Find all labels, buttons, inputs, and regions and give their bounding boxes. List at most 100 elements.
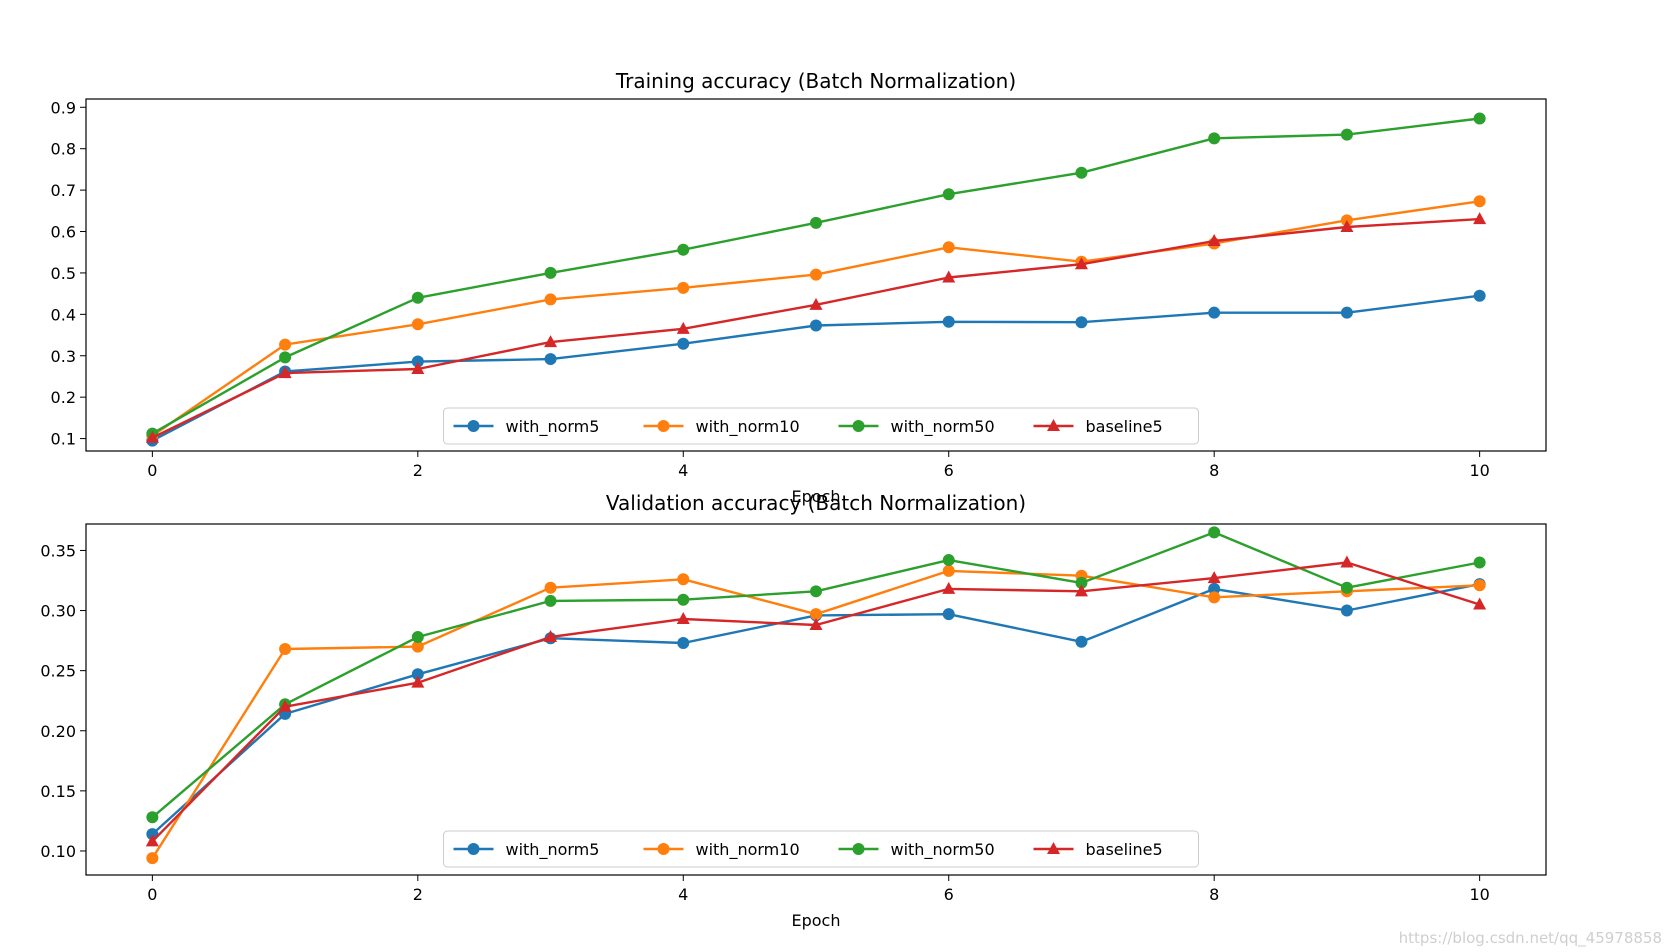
legend: with_norm5 with_norm10 with_norm50 baseline… bbox=[443, 407, 1199, 445]
x-tick-label: 0 bbox=[147, 885, 157, 904]
data-point-marker bbox=[942, 188, 955, 201]
y-tick-label: 0.35 bbox=[40, 541, 76, 560]
x-axis-label: Epoch bbox=[792, 487, 841, 506]
x-tick-label: 8 bbox=[1209, 885, 1219, 904]
legend-entry-with-norm10: with_norm10 bbox=[643, 840, 800, 860]
y-tick-label: 0.2 bbox=[51, 388, 76, 407]
x-axis-label: Epoch bbox=[792, 911, 841, 930]
legend-entry-with-norm50: with_norm50 bbox=[838, 417, 995, 437]
data-point-marker bbox=[1473, 556, 1486, 569]
data-point-marker bbox=[677, 243, 690, 256]
chart-title: Training accuracy (Batch Normalization) bbox=[615, 69, 1016, 93]
legend-marker bbox=[852, 420, 865, 432]
data-point-marker bbox=[942, 608, 955, 621]
x-tick-label: 10 bbox=[1469, 461, 1489, 480]
data-point-marker bbox=[278, 366, 292, 379]
data-point-marker bbox=[1208, 591, 1221, 604]
series-with-norm50 bbox=[146, 526, 1486, 824]
data-point-marker bbox=[544, 594, 557, 607]
x-tick-label: 4 bbox=[678, 885, 688, 904]
data-point-marker bbox=[544, 335, 558, 348]
validation-accuracy-chart: Validation accuracy (Batch Normalization… bbox=[40, 491, 1547, 930]
data-point-marker bbox=[411, 675, 425, 688]
legend-marker bbox=[657, 843, 670, 855]
data-point-marker bbox=[1473, 195, 1486, 208]
y-tick-label: 0.3 bbox=[51, 347, 76, 366]
series-baseline5 bbox=[145, 212, 1487, 443]
data-point-marker bbox=[145, 834, 159, 847]
data-point-marker bbox=[1074, 584, 1088, 597]
data-point-marker bbox=[942, 554, 955, 567]
data-point-marker bbox=[676, 321, 690, 334]
x-tick-label: 10 bbox=[1469, 885, 1489, 904]
data-point-marker bbox=[1207, 571, 1221, 584]
data-point-marker bbox=[279, 338, 292, 351]
y-tick-label: 0.9 bbox=[51, 98, 76, 117]
x-tick-label: 2 bbox=[413, 461, 423, 480]
data-point-marker bbox=[1075, 576, 1088, 589]
legend-box bbox=[443, 830, 1199, 868]
data-point-marker bbox=[1473, 579, 1486, 592]
series-with-norm10 bbox=[146, 564, 1486, 865]
data-point-marker bbox=[544, 353, 557, 366]
data-point-marker bbox=[810, 585, 822, 598]
data-point-marker bbox=[279, 351, 292, 364]
data-point-marker bbox=[411, 668, 424, 681]
legend-label: with_norm5 bbox=[506, 840, 600, 860]
data-point-marker bbox=[677, 573, 690, 586]
data-point-marker bbox=[544, 293, 557, 306]
legend-marker bbox=[657, 420, 670, 432]
data-point-marker bbox=[1075, 166, 1088, 179]
data-point-marker bbox=[1208, 132, 1221, 145]
data-point-marker bbox=[411, 630, 424, 643]
data-point-marker bbox=[809, 297, 823, 310]
data-point-marker bbox=[942, 241, 955, 254]
legend: with_norm5 with_norm10 with_norm50 baseline… bbox=[443, 830, 1199, 868]
x-tick-label: 4 bbox=[678, 461, 688, 480]
data-point-marker bbox=[677, 337, 690, 350]
data-point-marker bbox=[1340, 128, 1353, 141]
data-point-marker bbox=[1340, 604, 1353, 617]
legend-label: with_norm10 bbox=[696, 840, 800, 860]
data-point-marker bbox=[1473, 212, 1487, 225]
data-point-marker bbox=[942, 564, 955, 577]
y-tick-label: 0.10 bbox=[40, 842, 76, 861]
plot-area bbox=[85, 523, 1547, 876]
data-point-marker bbox=[1074, 257, 1088, 270]
data-point-marker bbox=[676, 611, 690, 624]
legend-label: with_norm50 bbox=[891, 840, 995, 860]
data-point-marker bbox=[146, 852, 159, 865]
y-tick-label: 0.5 bbox=[51, 264, 76, 283]
x-tick-label: 2 bbox=[413, 885, 423, 904]
data-point-marker bbox=[942, 315, 955, 328]
legend-entry-with-norm10: with_norm10 bbox=[643, 417, 800, 437]
data-point-marker bbox=[810, 216, 822, 229]
data-point-marker bbox=[1340, 581, 1353, 594]
x-tick-label: 8 bbox=[1209, 461, 1219, 480]
legend-entry-baseline5: baseline5 bbox=[1033, 417, 1163, 436]
data-point-marker bbox=[677, 593, 690, 606]
y-tick-label: 0.6 bbox=[51, 223, 76, 242]
data-point-marker bbox=[146, 811, 159, 824]
y-tick-label: 0.25 bbox=[40, 662, 76, 681]
legend-box bbox=[443, 407, 1199, 445]
data-point-marker bbox=[278, 699, 292, 712]
data-point-marker bbox=[1340, 306, 1353, 319]
data-point-marker bbox=[810, 608, 822, 621]
legend-marker bbox=[1047, 419, 1060, 431]
data-point-marker bbox=[544, 581, 557, 594]
y-tick-label: 0.7 bbox=[51, 181, 76, 200]
legend-label: with_norm50 bbox=[891, 417, 995, 437]
y-tick-label: 0.15 bbox=[40, 782, 76, 801]
legend-label: baseline5 bbox=[1086, 840, 1163, 859]
data-point-marker bbox=[1208, 582, 1221, 595]
y-tick-label: 0.1 bbox=[51, 430, 76, 449]
legend-label: with_norm10 bbox=[696, 417, 800, 437]
y-tick-label: 0.4 bbox=[51, 305, 76, 324]
data-point-marker bbox=[809, 617, 823, 630]
data-point-marker bbox=[1473, 289, 1486, 302]
data-point-marker bbox=[810, 268, 822, 281]
data-point-marker bbox=[411, 640, 424, 653]
legend-label: with_norm5 bbox=[506, 417, 600, 437]
